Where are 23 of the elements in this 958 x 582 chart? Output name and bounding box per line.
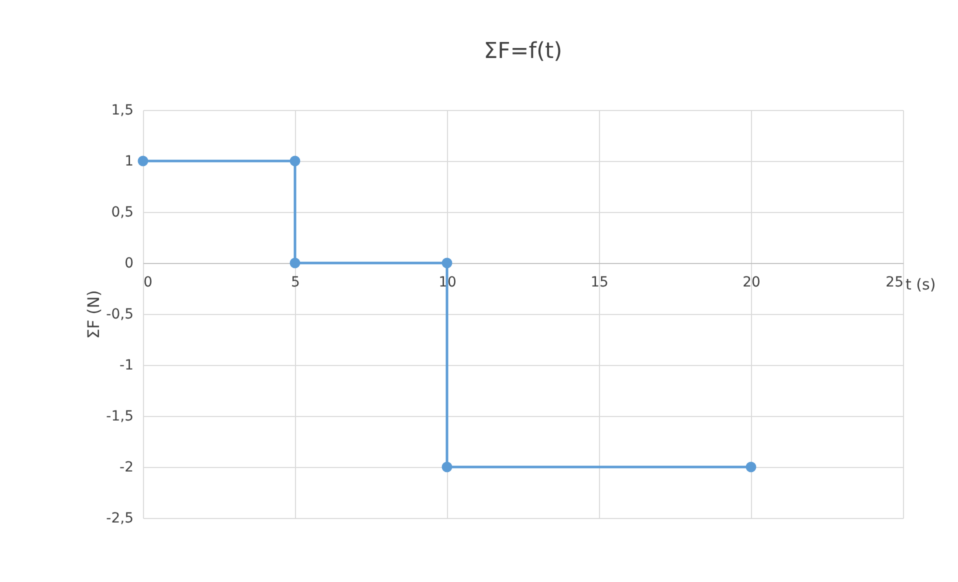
point	[138, 156, 148, 166]
y-tick-label: -1,5	[106, 408, 134, 424]
y-axis-title: ΣF (N)	[84, 290, 104, 339]
chart-title: ΣF=f(t)	[484, 39, 562, 64]
y-tick-label: 1	[124, 154, 134, 170]
point	[442, 258, 452, 268]
y-tick-label: -2	[120, 460, 134, 476]
x-tick-label: 20	[742, 274, 760, 290]
y-tick-label: -1	[120, 358, 134, 374]
x-tick-label: 0	[144, 274, 152, 290]
point	[746, 462, 756, 472]
x-tick-label: 15	[590, 274, 608, 290]
y-tick-label: -0,5	[106, 306, 134, 322]
y-tick-label: -2,5	[106, 510, 134, 526]
x-axis-title: t (s)	[906, 276, 936, 294]
point	[290, 258, 300, 268]
y-tick-label: 0	[124, 256, 134, 272]
point	[290, 156, 300, 166]
x-tick-label: 25	[886, 274, 904, 290]
point	[442, 462, 452, 472]
y-tick-label: 1,5	[111, 102, 134, 118]
y-tick-label: 0,5	[111, 204, 134, 220]
x-tick-label: 5	[291, 274, 300, 290]
